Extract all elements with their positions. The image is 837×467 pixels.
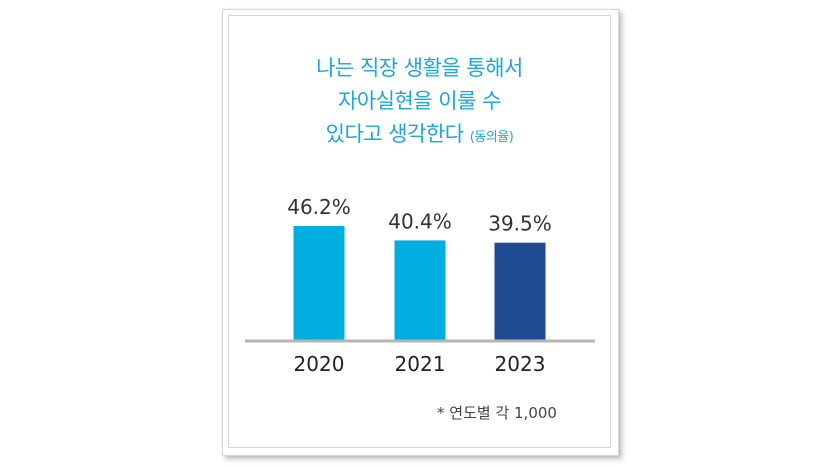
chart-title-line-3: 있다고 생각한다 (동의율) xyxy=(228,118,611,154)
chart-title: 나는 직장 생활을 통해서 자아실현을 이룰 수 있다고 생각한다 (동의율) xyxy=(228,52,611,154)
value-label-2020: 46.2% xyxy=(287,195,351,219)
bar-2023 xyxy=(494,242,546,341)
bars-group xyxy=(293,226,546,341)
chart-title-line-1: 나는 직장 생활을 통해서 xyxy=(316,56,523,80)
value-label-2023: 39.5% xyxy=(488,212,552,236)
labels-group: 46.2% 2020 40.4% 2021 39.5% 2023 xyxy=(287,195,552,376)
x-tick-label-2021: 2021 xyxy=(395,352,446,376)
x-tick-label-2020: 2020 xyxy=(294,352,345,376)
chart-title-suffix: (동의율) xyxy=(469,130,514,145)
bar-2021 xyxy=(394,240,446,341)
value-label-2021: 40.4% xyxy=(388,209,452,233)
bar-2020 xyxy=(293,226,345,341)
chart-inner-frame xyxy=(228,15,611,448)
chart-title-line-3-text: 있다고 생각한다 xyxy=(325,122,464,146)
chart-title-line-2: 자아실현을 이룰 수 xyxy=(338,89,501,113)
sample-size-note: * 연도별 각 1,000 xyxy=(437,404,557,422)
x-tick-label-2023: 2023 xyxy=(495,352,546,376)
